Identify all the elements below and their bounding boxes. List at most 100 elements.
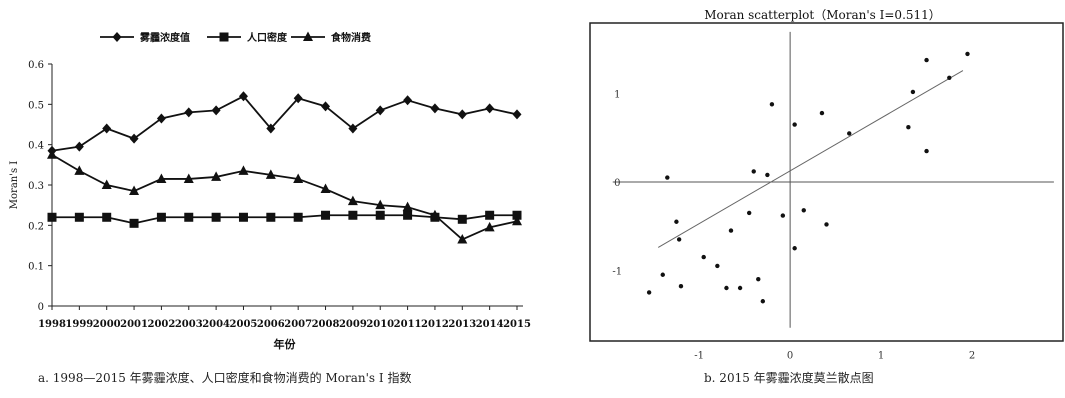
data-point-triangle bbox=[101, 179, 112, 189]
legend-marker-square bbox=[219, 32, 229, 42]
x-tick-label: 2001 bbox=[120, 319, 148, 330]
data-point-triangle bbox=[320, 183, 331, 194]
y-tick-label: 0 bbox=[38, 302, 44, 313]
data-point-square bbox=[321, 210, 331, 220]
scatter-point bbox=[756, 276, 761, 282]
scatter-point bbox=[792, 246, 797, 251]
y-tick-label: 0 bbox=[614, 178, 620, 189]
legend-label: 雾霾浓度值 bbox=[139, 31, 190, 44]
legend-label: 人口密度 bbox=[247, 31, 288, 44]
y-tick-label: -1 bbox=[612, 266, 622, 277]
scatter-point bbox=[760, 299, 766, 304]
x-tick-label: 2015 bbox=[503, 319, 531, 330]
x-tick-label: 2014 bbox=[476, 319, 504, 330]
x-tick-label: 2011 bbox=[394, 319, 422, 330]
y-tick-label: 0.6 bbox=[28, 60, 44, 71]
scatter-point bbox=[792, 122, 797, 127]
x-tick-label: 1998 bbox=[38, 319, 66, 330]
y-tick-label: 0.2 bbox=[28, 221, 44, 232]
data-point-diamond bbox=[129, 133, 139, 144]
scatter-point bbox=[824, 222, 829, 227]
x-tick-label: 2004 bbox=[202, 319, 230, 330]
x-tick-label: 2009 bbox=[339, 319, 367, 330]
x-tick-label: 2000 bbox=[93, 319, 121, 330]
data-point-diamond bbox=[430, 103, 440, 114]
x-tick-label: 1 bbox=[878, 351, 884, 362]
scatter-point bbox=[751, 169, 756, 174]
data-point-diamond bbox=[375, 105, 385, 116]
scatter-point bbox=[847, 131, 852, 136]
y-tick-label: 0.4 bbox=[28, 141, 44, 152]
data-point-triangle bbox=[293, 173, 304, 183]
data-point-square bbox=[74, 212, 84, 222]
y-tick-label: 0.5 bbox=[28, 100, 44, 111]
x-tick-label: 2010 bbox=[366, 319, 394, 330]
data-point-square bbox=[348, 210, 358, 220]
x-tick-label: 2003 bbox=[175, 319, 203, 330]
x-tick-label: 1999 bbox=[65, 319, 93, 330]
data-point-square bbox=[211, 212, 221, 222]
x-tick-label: 2008 bbox=[312, 319, 340, 330]
data-point-triangle bbox=[238, 165, 249, 175]
series-line-diamond bbox=[51, 95, 518, 152]
data-point-diamond bbox=[238, 91, 248, 102]
data-point-triangle bbox=[484, 221, 495, 232]
data-point-diamond bbox=[266, 123, 276, 134]
y-tick-label: 0.3 bbox=[28, 181, 44, 192]
data-point-triangle bbox=[74, 165, 85, 175]
data-point-square bbox=[102, 212, 112, 222]
data-point-triangle bbox=[211, 171, 222, 181]
scatter-point bbox=[910, 89, 916, 95]
data-point-square bbox=[403, 210, 413, 220]
x-tick-label: 0 bbox=[787, 351, 793, 362]
data-point-square bbox=[375, 210, 385, 220]
data-point-triangle bbox=[375, 199, 386, 210]
x-tick-label: 2007 bbox=[284, 319, 312, 330]
data-point-triangle bbox=[402, 201, 413, 212]
data-point-diamond bbox=[485, 103, 495, 114]
scatter-point bbox=[819, 110, 825, 116]
data-point-square bbox=[293, 212, 303, 222]
caption-b: b. 2015 年雾霾浓度莫兰散点图 bbox=[704, 371, 874, 385]
series-line-triangle bbox=[51, 153, 518, 241]
scatter-point bbox=[965, 51, 970, 57]
scatter-point bbox=[737, 285, 743, 291]
data-point-square bbox=[238, 212, 248, 222]
scatter-point bbox=[906, 125, 911, 130]
x-axis-title: 年份 bbox=[274, 337, 297, 351]
data-point-diamond bbox=[74, 141, 84, 152]
data-point-diamond bbox=[293, 93, 303, 104]
scatter-point bbox=[924, 148, 929, 154]
data-point-triangle bbox=[265, 169, 276, 179]
x-tick-label: 2 bbox=[969, 351, 975, 362]
x-tick-label: 2005 bbox=[230, 319, 258, 330]
data-point-diamond bbox=[156, 113, 166, 124]
data-point-triangle bbox=[457, 233, 468, 244]
data-point-square bbox=[156, 212, 166, 222]
scatter-point bbox=[701, 254, 706, 260]
data-point-square bbox=[512, 210, 522, 220]
scatter-point bbox=[746, 210, 752, 216]
scatter-point bbox=[780, 213, 786, 218]
scatter-point bbox=[674, 219, 679, 224]
x-tick-label: 2002 bbox=[147, 319, 175, 330]
plot-frame bbox=[589, 22, 1064, 342]
data-point-triangle bbox=[183, 173, 194, 183]
data-point-square bbox=[266, 212, 276, 222]
data-point-triangle bbox=[347, 195, 358, 206]
data-point-square bbox=[129, 218, 139, 228]
x-tick-label: 2012 bbox=[421, 319, 449, 330]
data-point-square bbox=[184, 212, 194, 222]
data-point-square bbox=[485, 210, 495, 220]
scatter-point bbox=[724, 285, 729, 291]
series-line-square bbox=[52, 214, 517, 225]
regression-line bbox=[657, 70, 964, 248]
legend-marker-triangle bbox=[303, 31, 313, 41]
caption-a: a. 1998—2015 年雾霾浓度、人口密度和食物消费的 Moran's I … bbox=[38, 371, 412, 385]
scatter-point bbox=[801, 208, 806, 213]
legend-label: 食物消费 bbox=[330, 31, 371, 44]
scatter-point bbox=[765, 172, 770, 178]
chart-title: Moran scatterplot（Moran's I=0.511） bbox=[704, 8, 941, 22]
